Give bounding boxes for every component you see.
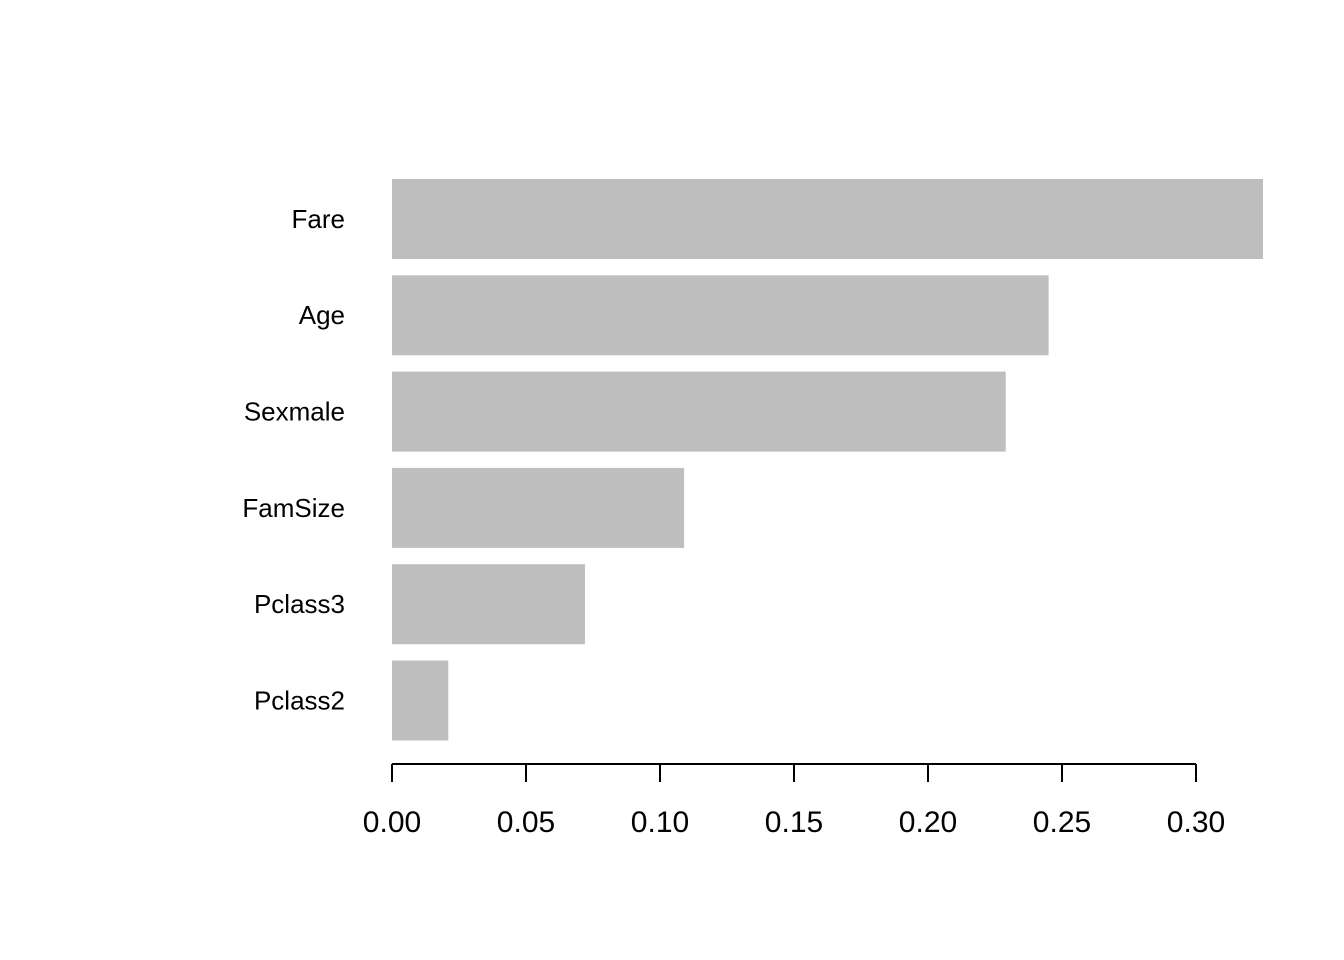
bar [392,275,1049,356]
x-tick-label: 0.15 [765,806,823,839]
x-tick-label: 0.25 [1033,806,1091,839]
y-tick-label: Pclass2 [254,685,345,715]
x-tick-label: 0.05 [497,806,555,839]
bar [392,371,1006,452]
y-tick-label: Fare [292,204,345,234]
bar [392,564,585,645]
x-tick-label: 0.30 [1167,806,1225,839]
x-tick-label: 0.20 [899,806,957,839]
bar [392,467,685,548]
x-tick-label: 0.00 [363,806,421,839]
bar [392,179,1263,259]
y-tick-label: Pclass3 [254,589,345,619]
y-tick-label: FamSize [242,493,345,523]
y-tick-label: Sexmale [244,396,345,426]
y-tick-label: Age [299,300,345,330]
x-tick-label: 0.10 [631,806,689,839]
bar [392,660,449,741]
